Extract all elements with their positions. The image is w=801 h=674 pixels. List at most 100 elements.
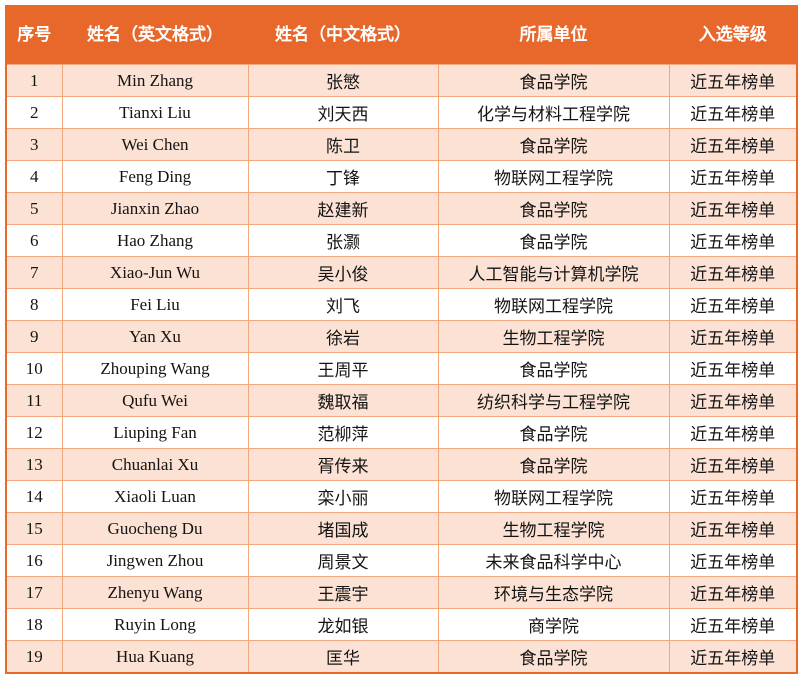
cell-name_zh: 吴小俊 — [247, 256, 439, 289]
cell-name_en: Xiaoli Luan — [61, 480, 249, 513]
cell-name_zh: 刘飞 — [247, 288, 439, 321]
cell-level: 近五年榜单 — [668, 192, 798, 225]
cell-level: 近五年榜单 — [668, 320, 798, 353]
cell-name_zh: 王周平 — [247, 352, 439, 385]
cell-name_en: Zhenyu Wang — [61, 576, 249, 609]
cell-level: 近五年榜单 — [668, 128, 798, 161]
cell-level: 近五年榜单 — [668, 224, 798, 257]
cell-level: 近五年榜单 — [668, 64, 798, 97]
table-row: 7 Xiao-Jun Wu 吴小俊 人工智能与计算机学院 近五年榜单 — [5, 256, 798, 289]
table-row: 19 Hua Kuang 匡华 食品学院 近五年榜单 — [5, 640, 798, 674]
cell-no: 11 — [5, 384, 63, 417]
cell-level: 近五年榜单 — [668, 256, 798, 289]
cell-name_en: Fei Liu — [61, 288, 249, 321]
cell-unit: 食品学院 — [437, 448, 670, 481]
header-row: 序号 姓名（英文格式） 姓名（中文格式） 所属单位 入选等级 — [5, 5, 798, 65]
cell-unit: 食品学院 — [437, 352, 670, 385]
cell-no: 6 — [5, 224, 63, 257]
cell-no: 13 — [5, 448, 63, 481]
table-row: 3 Wei Chen 陈卫 食品学院 近五年榜单 — [5, 128, 798, 161]
cell-unit: 食品学院 — [437, 416, 670, 449]
cell-no: 15 — [5, 512, 63, 545]
cell-name_en: Guocheng Du — [61, 512, 249, 545]
table-row: 1 Min Zhang 张慜 食品学院 近五年榜单 — [5, 64, 798, 97]
cell-name_en: Hua Kuang — [61, 640, 249, 674]
cell-no: 7 — [5, 256, 63, 289]
cell-name_en: Zhouping Wang — [61, 352, 249, 385]
cell-unit: 食品学院 — [437, 128, 670, 161]
cell-name_zh: 匡华 — [247, 640, 439, 674]
cell-name_zh: 张慜 — [247, 64, 439, 97]
cell-name_zh: 陈卫 — [247, 128, 439, 161]
cell-no: 5 — [5, 192, 63, 225]
cell-level: 近五年榜单 — [668, 96, 798, 129]
cell-no: 18 — [5, 608, 63, 641]
table-row: 8 Fei Liu 刘飞 物联网工程学院 近五年榜单 — [5, 288, 798, 321]
table-row: 18 Ruyin Long 龙如银 商学院 近五年榜单 — [5, 608, 798, 641]
cell-unit: 食品学院 — [437, 640, 670, 674]
column-header-unit: 所属单位 — [437, 5, 670, 65]
cell-level: 近五年榜单 — [668, 416, 798, 449]
cell-unit: 未来食品科学中心 — [437, 544, 670, 577]
cell-level: 近五年榜单 — [668, 640, 798, 674]
cell-no: 19 — [5, 640, 63, 674]
cell-name_zh: 王震宇 — [247, 576, 439, 609]
cell-name_zh: 徐岩 — [247, 320, 439, 353]
cell-unit: 生物工程学院 — [437, 320, 670, 353]
cell-name_zh: 魏取福 — [247, 384, 439, 417]
cell-name_en: Chuanlai Xu — [61, 448, 249, 481]
talent-roster-page: 序号 姓名（英文格式） 姓名（中文格式） 所属单位 入选等级 1 Min Zhang 张慜食… — [5, 5, 798, 674]
cell-unit: 食品学院 — [437, 192, 670, 225]
cell-no: 4 — [5, 160, 63, 193]
column-header-name_en: 姓名（英文格式） — [61, 5, 249, 65]
talent-roster-table: 序号 姓名（英文格式） 姓名（中文格式） 所属单位 入选等级 1 Min Zhang 张慜食… — [5, 5, 798, 674]
table-row: 11 Qufu Wei 魏取福 纺织科学与工程学院 近五年榜单 — [5, 384, 798, 417]
cell-no: 2 — [5, 96, 63, 129]
table-row: 14 Xiaoli Luan 栾小丽 物联网工程学院 近五年榜单 — [5, 480, 798, 513]
cell-level: 近五年榜单 — [668, 384, 798, 417]
column-header-name_zh: 姓名（中文格式） — [247, 5, 439, 65]
cell-name_en: Qufu Wei — [61, 384, 249, 417]
table-row: 15 Guocheng Du 堵国成 生物工程学院 近五年榜单 — [5, 512, 798, 545]
cell-name_en: Yan Xu — [61, 320, 249, 353]
cell-unit: 人工智能与计算机学院 — [437, 256, 670, 289]
table-row: 13 Chuanlai Xu 胥传来 食品学院 近五年榜单 — [5, 448, 798, 481]
cell-level: 近五年榜单 — [668, 512, 798, 545]
cell-name_zh: 胥传来 — [247, 448, 439, 481]
cell-level: 近五年榜单 — [668, 352, 798, 385]
cell-no: 17 — [5, 576, 63, 609]
cell-name_en: Xiao-Jun Wu — [61, 256, 249, 289]
cell-unit: 化学与材料工程学院 — [437, 96, 670, 129]
table-row: 6 Hao Zhang 张灏 食品学院 近五年榜单 — [5, 224, 798, 257]
table-row: 12 Liuping Fan 范柳萍 食品学院 近五年榜单 — [5, 416, 798, 449]
table-row: 2 Tianxi Liu 刘天西 化学与材料工程学院 近五年榜单 — [5, 96, 798, 129]
cell-unit: 食品学院 — [437, 224, 670, 257]
cell-unit: 物联网工程学院 — [437, 480, 670, 513]
column-header-level: 入选等级 — [668, 5, 798, 65]
table-row: 5 Jianxin Zhao 赵建新 食品学院 近五年榜单 — [5, 192, 798, 225]
cell-level: 近五年榜单 — [668, 544, 798, 577]
table-row: 16 Jingwen Zhou 周景文 未来食品科学中心 近五年榜单 — [5, 544, 798, 577]
cell-level: 近五年榜单 — [668, 160, 798, 193]
cell-level: 近五年榜单 — [668, 288, 798, 321]
cell-name_zh: 赵建新 — [247, 192, 439, 225]
cell-name_en: Jianxin Zhao — [61, 192, 249, 225]
cell-no: 16 — [5, 544, 63, 577]
cell-name_zh: 刘天西 — [247, 96, 439, 129]
cell-name_en: Jingwen Zhou — [61, 544, 249, 577]
cell-level: 近五年榜单 — [668, 576, 798, 609]
cell-unit: 生物工程学院 — [437, 512, 670, 545]
cell-no: 3 — [5, 128, 63, 161]
cell-name_en: Min Zhang — [61, 64, 249, 97]
cell-name_zh: 栾小丽 — [247, 480, 439, 513]
cell-name_en: Ruyin Long — [61, 608, 249, 641]
table-row: 17 Zhenyu Wang 王震宇 环境与生态学院 近五年榜单 — [5, 576, 798, 609]
cell-no: 8 — [5, 288, 63, 321]
table-body: 1 Min Zhang 张慜 食品学院 近五年榜单 2 Tianxi Liu 刘天西 化学与材料… — [5, 64, 798, 674]
cell-level: 近五年榜单 — [668, 448, 798, 481]
cell-no: 14 — [5, 480, 63, 513]
cell-name_en: Hao Zhang — [61, 224, 249, 257]
cell-name_zh: 丁锋 — [247, 160, 439, 193]
cell-name_zh: 周景文 — [247, 544, 439, 577]
cell-level: 近五年榜单 — [668, 480, 798, 513]
